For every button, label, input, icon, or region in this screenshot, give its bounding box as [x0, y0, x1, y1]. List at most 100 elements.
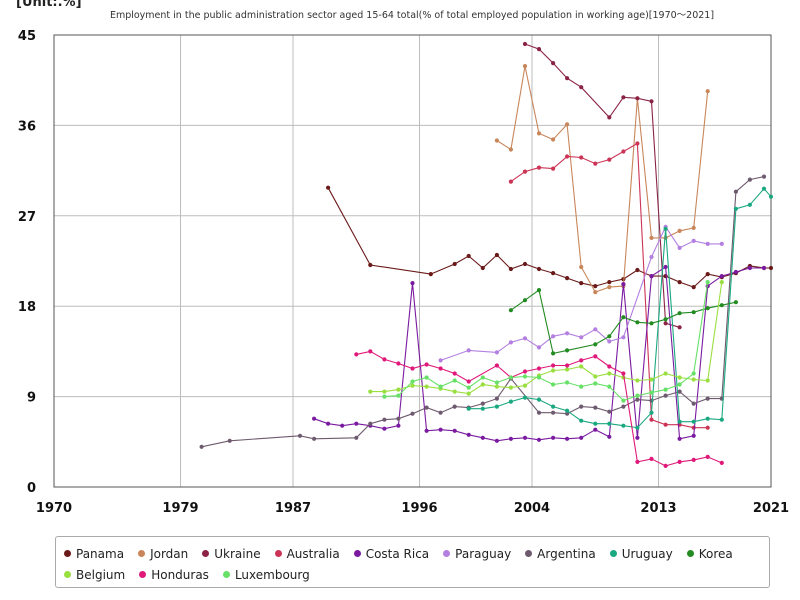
- legend-marker: [609, 550, 617, 557]
- data-point-argentina: [494, 396, 499, 401]
- data-point-luxembourg: [438, 384, 443, 389]
- data-point-panama: [607, 280, 612, 285]
- data-point-honduras: [368, 349, 373, 354]
- data-point-paraguay: [621, 335, 626, 340]
- data-point-argentina: [593, 405, 598, 410]
- data-point-argentina: [480, 401, 485, 406]
- series-line-paraguay: [440, 225, 722, 361]
- data-point-luxembourg: [607, 384, 612, 389]
- chart-title: Employment in the public administration …: [110, 10, 714, 21]
- data-point-argentina: [368, 421, 373, 426]
- legend-item-ukraine[interactable]: Ukraine: [202, 543, 261, 564]
- data-point-uruguay: [733, 206, 739, 211]
- data-point-belgium: [396, 387, 401, 392]
- legend-marker: [353, 550, 361, 557]
- data-point-paraguay: [593, 327, 598, 332]
- data-point-jordan: [691, 225, 696, 230]
- data-point-belgium: [368, 389, 373, 394]
- legend-item-argentina[interactable]: Argentina: [525, 543, 596, 564]
- plot-frame: [53, 34, 772, 488]
- data-point-costa-rica: [747, 265, 753, 271]
- x-tick-label: 2021: [753, 501, 789, 516]
- legend-label: Paraguay: [455, 546, 512, 561]
- data-point-australia: [536, 165, 542, 170]
- data-point-costa-rica: [663, 264, 668, 270]
- data-point-belgium: [691, 377, 696, 382]
- data-point-honduras: [579, 358, 584, 363]
- series-line-panama: [327, 187, 771, 288]
- data-point-korea: [522, 298, 528, 303]
- data-point-panama: [663, 274, 668, 279]
- data-point-australia: [522, 169, 528, 174]
- data-point-ukraine: [621, 95, 626, 100]
- legend-marker: [274, 550, 282, 557]
- data-point-costa-rica: [565, 436, 570, 441]
- legend-item-panama[interactable]: Panama: [64, 543, 124, 564]
- series-group: [199, 41, 774, 468]
- series-line-honduras: [356, 350, 723, 467]
- series-line-luxembourg: [384, 282, 709, 402]
- data-point-korea: [508, 308, 513, 313]
- data-point-honduras: [396, 361, 401, 366]
- data-point-korea: [565, 348, 570, 353]
- data-point-argentina: [733, 189, 739, 194]
- data-point-honduras: [382, 357, 387, 362]
- data-point-uruguay: [649, 410, 654, 415]
- series-belgium: [368, 280, 724, 396]
- data-point-luxembourg: [396, 393, 401, 398]
- data-point-uruguay: [593, 421, 598, 426]
- data-point-luxembourg: [663, 387, 668, 392]
- data-point-panama: [326, 185, 331, 190]
- series-jordan: [494, 64, 710, 295]
- legend: Panama Jordan Ukraine Australia Costa Rica Pa…: [55, 536, 770, 588]
- data-point-argentina: [565, 411, 570, 416]
- data-point-argentina: [677, 389, 682, 394]
- legend-item-belgium[interactable]: Belgium: [64, 564, 125, 585]
- data-point-uruguay: [565, 408, 570, 413]
- legend-marker: [525, 550, 533, 557]
- data-point-honduras: [494, 363, 499, 368]
- data-point-costa-rica: [382, 426, 387, 431]
- data-point-costa-rica: [508, 436, 513, 441]
- data-point-paraguay: [565, 331, 570, 336]
- legend-marker: [64, 550, 71, 557]
- legend-item-honduras[interactable]: Honduras: [139, 564, 209, 585]
- data-point-belgium: [649, 377, 654, 382]
- data-point-honduras: [635, 459, 640, 464]
- data-point-uruguay: [768, 194, 774, 199]
- data-point-honduras: [705, 454, 710, 459]
- data-point-honduras: [424, 362, 429, 367]
- data-point-costa-rica: [607, 434, 612, 439]
- data-point-luxembourg: [424, 375, 429, 380]
- legend-item-luxembourg[interactable]: Luxembourg: [222, 564, 310, 585]
- data-point-korea: [691, 310, 696, 315]
- data-point-belgium: [677, 375, 682, 380]
- legend-item-australia[interactable]: Australia: [274, 543, 340, 564]
- data-point-argentina: [536, 410, 542, 415]
- data-point-panama: [565, 276, 570, 281]
- data-point-uruguay: [719, 417, 724, 422]
- legend-item-uruguay[interactable]: Uruguay: [609, 543, 673, 564]
- legend-item-paraguay[interactable]: Paraguay: [443, 543, 511, 564]
- data-point-costa-rica: [410, 281, 415, 286]
- legend-item-jordan[interactable]: Jordan: [138, 543, 188, 564]
- data-point-panama: [508, 266, 513, 272]
- data-point-jordan: [705, 89, 710, 94]
- y-tick-label: 45: [18, 29, 36, 44]
- data-point-jordan: [593, 290, 598, 295]
- legend-item-costa-rica[interactable]: Costa Rica: [353, 543, 429, 564]
- data-point-panama: [705, 272, 710, 277]
- legend-item-korea[interactable]: Korea: [686, 543, 733, 564]
- data-point-jordan: [607, 285, 612, 290]
- data-point-belgium: [607, 371, 612, 376]
- data-point-uruguay: [663, 226, 668, 231]
- data-point-costa-rica: [761, 265, 767, 271]
- data-point-australia: [705, 425, 710, 430]
- y-tick-label: 36: [18, 119, 36, 134]
- data-point-costa-rica: [522, 435, 528, 440]
- data-point-honduras: [677, 459, 682, 464]
- data-point-australia: [607, 157, 612, 162]
- legend-marker: [202, 550, 210, 557]
- data-point-paraguay: [579, 335, 584, 340]
